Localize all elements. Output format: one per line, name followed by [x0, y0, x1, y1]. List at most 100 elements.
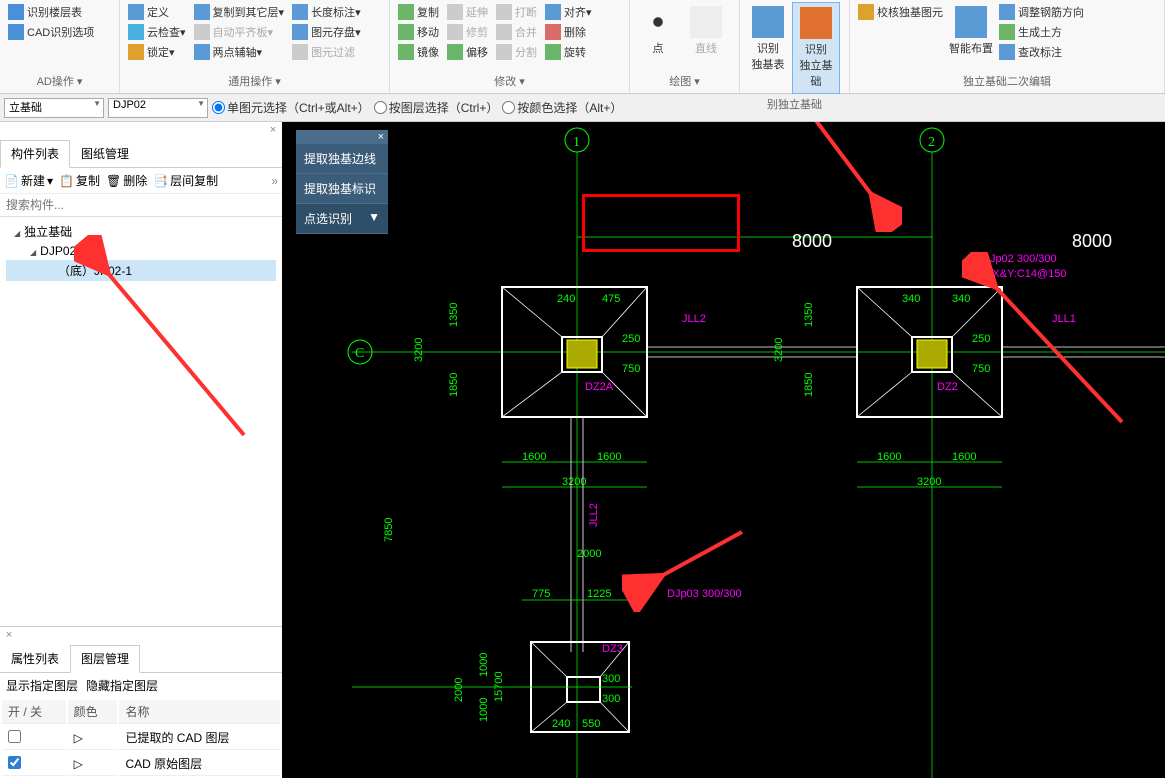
svg-text:240: 240: [552, 718, 570, 730]
tree-leaf[interactable]: （底）JP02-1: [6, 260, 276, 281]
svg-text:1000: 1000: [478, 698, 490, 722]
btn-trim[interactable]: 修剪: [443, 22, 492, 42]
tab-attr-list[interactable]: 属性列表: [0, 645, 70, 672]
main-area: × 构件列表 图纸管理 📄 新建 ▾ 📋 复制 🗑 删除 📑 层间复制 » 独立…: [0, 122, 1165, 778]
btn-move[interactable]: 移动: [394, 22, 443, 42]
btn-lock[interactable]: 锁定 ▾: [124, 42, 190, 62]
ribbon: 识别楼层表 CAD识别选项 AD操作 ▾ 定义 云检查 ▾ 锁定 ▾ 复制到其它…: [0, 0, 1165, 94]
btn-copy-layer[interactable]: 复制到其它层 ▾: [190, 2, 289, 22]
svg-text:1000: 1000: [478, 653, 490, 677]
tab-drawing-mgmt[interactable]: 图纸管理: [70, 140, 140, 167]
svg-text:1350: 1350: [803, 303, 815, 327]
search-input[interactable]: [0, 194, 282, 217]
btn-edit-dim[interactable]: 查改标注: [995, 42, 1088, 62]
btn-filter-elem[interactable]: 图元过滤: [288, 42, 365, 62]
svg-text:DZ3: DZ3: [602, 643, 623, 655]
btn-merge[interactable]: 合并: [492, 22, 541, 42]
tree-root[interactable]: 独立基础: [6, 221, 276, 242]
tree-node[interactable]: DJP02: [6, 242, 276, 260]
btn-new[interactable]: 📄 新建 ▾: [4, 172, 53, 189]
group-label: 修改 ▾: [394, 71, 625, 91]
group-label: 独立基础二次编辑: [854, 71, 1160, 91]
svg-text:750: 750: [972, 363, 990, 375]
btn-recognize-table[interactable]: 识别 独基表: [744, 2, 792, 94]
svg-text:8000: 8000: [1072, 231, 1112, 251]
close-icon[interactable]: ×: [2, 629, 16, 643]
tab-layer-mgmt[interactable]: 图层管理: [70, 645, 140, 673]
btn-rotate[interactable]: 旋转: [541, 42, 596, 62]
btn-line[interactable]: 直线: [682, 2, 730, 60]
layer-panel: × 属性列表 图层管理 显示指定图层 隐藏指定图层 开 / 关颜色名称 ▷已提取…: [0, 626, 282, 778]
col-color: 颜色: [68, 700, 118, 724]
btn-break[interactable]: 打断: [492, 2, 541, 22]
btn-split[interactable]: 分割: [492, 42, 541, 62]
svg-text:1850: 1850: [803, 373, 815, 397]
selector-bar: 立基础 DJP02 单图元选择（Ctrl+或Alt+） 按图层选择（Ctrl+）…: [0, 94, 1165, 122]
drawing-canvas[interactable]: × 提取独基边线 提取独基标识 点选识别▼ 1 2 C 8000 8000 24…: [282, 122, 1165, 778]
btn-save-elem[interactable]: 图元存盘 ▾: [288, 22, 365, 42]
btn-adjust-rebar[interactable]: 调整钢筋方向: [995, 2, 1088, 22]
btn-delete[interactable]: 删除: [541, 22, 596, 42]
svg-text:DJp03 300/300: DJp03 300/300: [667, 588, 742, 600]
svg-text:240: 240: [557, 293, 575, 305]
group-label: 别独立基础: [744, 94, 845, 114]
svg-text:JLL2: JLL2: [682, 313, 706, 325]
btn-auto-align[interactable]: 自动平齐板 ▾: [190, 22, 289, 42]
btn-offset[interactable]: 偏移: [443, 42, 492, 62]
svg-text:7850: 7850: [383, 518, 395, 542]
svg-text:1350: 1350: [448, 303, 460, 327]
svg-text:1850: 1850: [448, 373, 460, 397]
btn-cad-options[interactable]: CAD识别选项: [4, 22, 98, 42]
dd-component[interactable]: DJP02: [108, 98, 208, 118]
btn-copy[interactable]: 📋 复制: [59, 172, 100, 189]
svg-text:3200: 3200: [773, 338, 785, 362]
svg-text:2000: 2000: [577, 548, 601, 560]
group-label: 通用操作 ▾: [124, 71, 385, 91]
close-icon[interactable]: ×: [266, 124, 280, 138]
svg-text:1600: 1600: [597, 451, 621, 463]
svg-text:DZ2A: DZ2A: [585, 381, 614, 393]
radio-color[interactable]: 按颜色选择（Alt+）: [502, 99, 622, 116]
svg-text:C: C: [355, 346, 364, 361]
svg-text:1600: 1600: [877, 451, 901, 463]
svg-text:DZ2: DZ2: [937, 381, 958, 393]
btn-define[interactable]: 定义: [124, 2, 190, 22]
svg-text:1: 1: [573, 135, 580, 150]
table-row[interactable]: ▷已提取的 CAD 图层: [2, 726, 280, 750]
btn-point[interactable]: 点: [634, 2, 682, 60]
btn-mirror[interactable]: 镜像: [394, 42, 443, 62]
svg-text:340: 340: [902, 293, 920, 305]
btn-del[interactable]: 🗑 删除: [106, 172, 147, 189]
group-label: 绘图 ▾: [634, 71, 735, 91]
svg-text:750: 750: [622, 363, 640, 375]
sidebar-tabs: 构件列表 图纸管理: [0, 140, 282, 168]
btn-check-footing[interactable]: 校核独基图元: [854, 2, 947, 22]
dd-category[interactable]: 立基础: [4, 98, 104, 118]
table-row[interactable]: ▷CAD 原始图层: [2, 752, 280, 776]
btn-align[interactable]: 对齐 ▾: [541, 2, 596, 22]
btn-floor-table[interactable]: 识别楼层表: [4, 2, 98, 22]
radio-single[interactable]: 单图元选择（Ctrl+或Alt+）: [212, 99, 370, 116]
btn-recognize-footing[interactable]: 识别 独立基础: [792, 2, 840, 94]
svg-text:340: 340: [952, 293, 970, 305]
subtab-hide[interactable]: 隐藏指定图层: [86, 677, 158, 694]
btn-two-point-axis[interactable]: 两点辅轴 ▾: [190, 42, 289, 62]
svg-text:B:X&Y:C14@150: B:X&Y:C14@150: [982, 268, 1067, 280]
svg-text:JLL2: JLL2: [588, 503, 600, 527]
btn-copy[interactable]: 复制: [394, 2, 443, 22]
btn-length-dim[interactable]: 长度标注 ▾: [288, 2, 365, 22]
btn-layer-copy[interactable]: 📑 层间复制: [153, 172, 218, 189]
svg-text:300: 300: [602, 693, 620, 705]
svg-text:3200: 3200: [413, 338, 425, 362]
btn-extend[interactable]: 延伸: [443, 2, 492, 22]
svg-text:1600: 1600: [522, 451, 546, 463]
radio-layer[interactable]: 按图层选择（Ctrl+）: [374, 99, 499, 116]
svg-text:1225: 1225: [587, 588, 611, 600]
group-label: AD操作 ▾: [4, 71, 115, 91]
btn-cloud-check[interactable]: 云检查 ▾: [124, 22, 190, 42]
subtab-show[interactable]: 显示指定图层: [6, 677, 78, 694]
svg-text:JLL1: JLL1: [1052, 313, 1076, 325]
btn-gen-earthwork[interactable]: 生成土方: [995, 22, 1088, 42]
tab-component-list[interactable]: 构件列表: [0, 140, 70, 168]
btn-smart-layout[interactable]: 智能布置: [947, 2, 995, 62]
